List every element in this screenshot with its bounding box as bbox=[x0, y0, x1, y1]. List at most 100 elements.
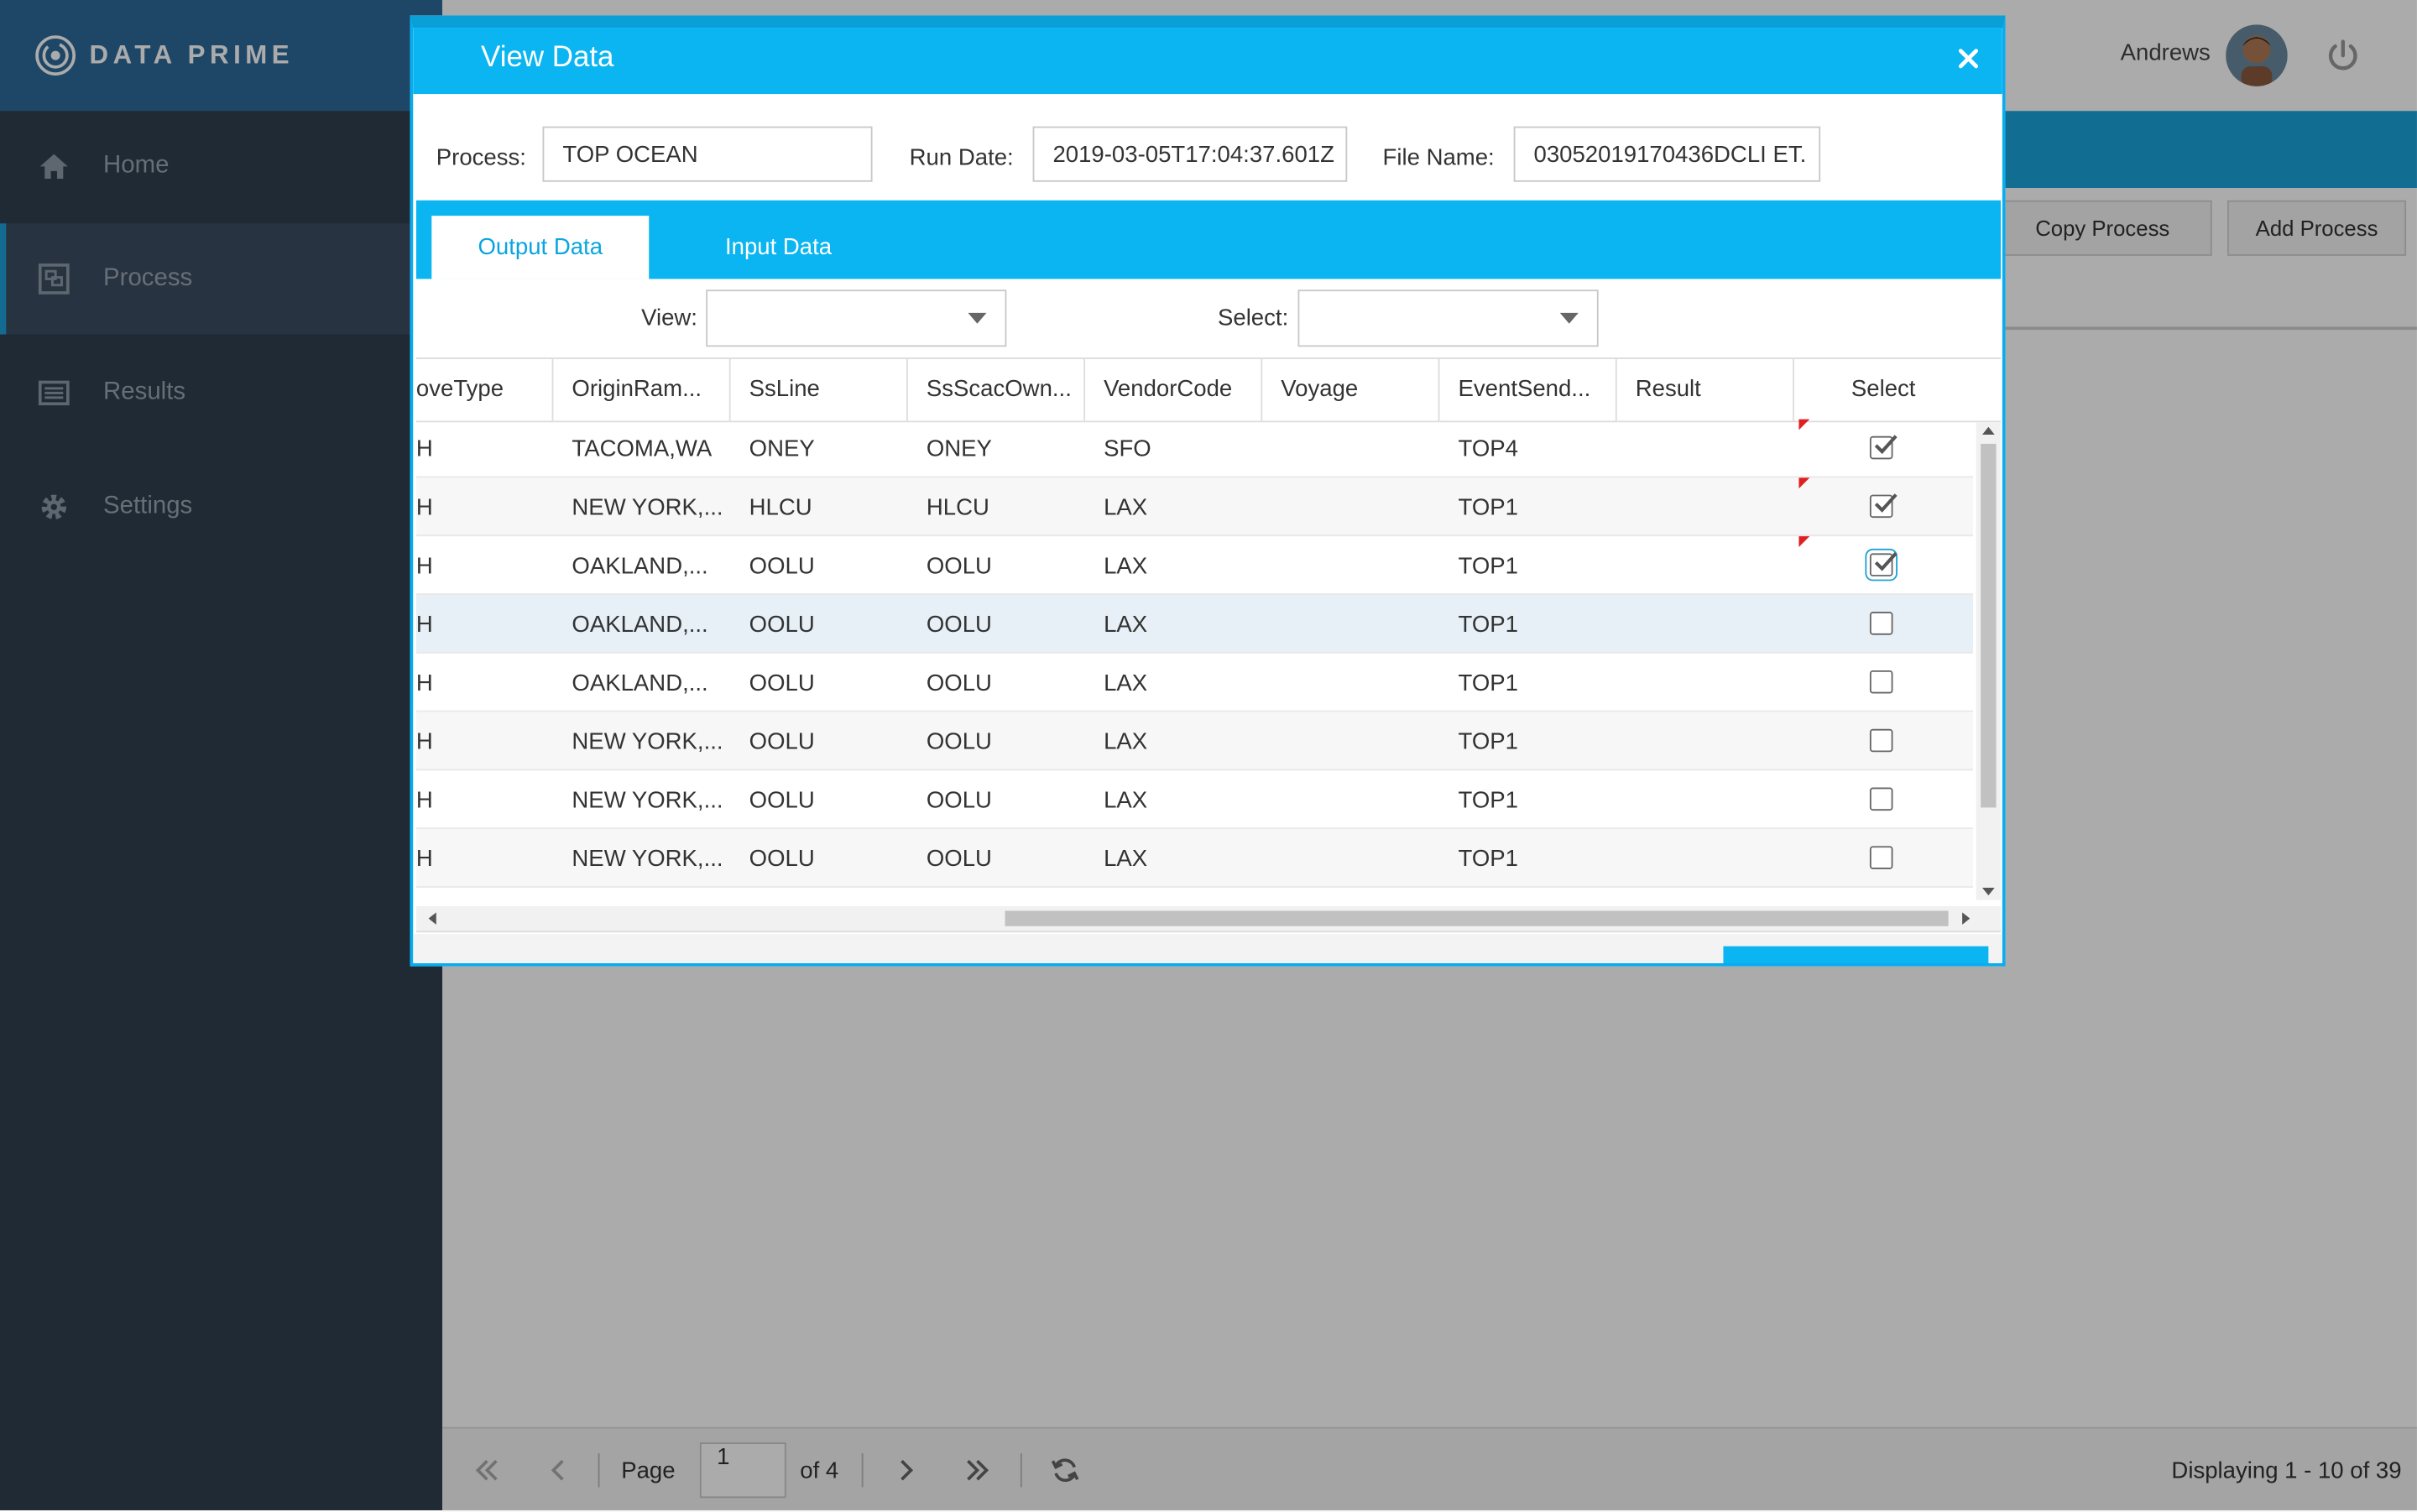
cell-eventsender: TOP1 bbox=[1458, 553, 1518, 580]
row-select-checkbox[interactable] bbox=[1869, 493, 1898, 519]
sidebar-item-settings[interactable]: Settings bbox=[0, 451, 442, 562]
cell-movetype: H bbox=[415, 846, 433, 873]
close-icon[interactable] bbox=[1956, 46, 1981, 70]
logo[interactable]: DATA PRIME bbox=[34, 34, 294, 76]
table-row[interactable]: H NEW YORK,... OOLU OOLU LAX TOP1 bbox=[415, 712, 1973, 771]
column-header-vendorcode[interactable]: VendorCode bbox=[1085, 358, 1263, 421]
first-page-icon[interactable] bbox=[470, 1453, 504, 1487]
row-select-checkbox[interactable] bbox=[1869, 612, 1893, 635]
power-icon[interactable] bbox=[2325, 37, 2362, 74]
cell-movetype: H bbox=[415, 612, 433, 639]
table-row[interactable]: H OAKLAND,... OOLU OOLU LAX TOP1 bbox=[415, 654, 1973, 712]
view-label: View: bbox=[641, 305, 697, 331]
add-process-button[interactable]: Add Process bbox=[2227, 200, 2407, 256]
modal-header: View Data bbox=[413, 28, 2002, 95]
cell-eventsender: TOP1 bbox=[1458, 670, 1518, 697]
resubmit-selected-button[interactable]: Resubmit Selected bbox=[1723, 946, 1989, 963]
horizontal-scroll-thumb[interactable] bbox=[1005, 910, 1949, 926]
cell-sscacowner: OOLU bbox=[926, 846, 992, 873]
cell-eventsender: TOP1 bbox=[1458, 787, 1518, 814]
sidebar-item-results[interactable]: Results bbox=[0, 337, 442, 448]
cell-originramp: NEW YORK,... bbox=[572, 728, 723, 755]
horizontal-scrollbar[interactable] bbox=[415, 905, 2002, 933]
copy-process-button[interactable]: Copy Process bbox=[1992, 200, 2212, 256]
table-row[interactable]: H OAKLAND,... OOLU OOLU LAX TOP1 bbox=[415, 594, 1973, 654]
row-select-checkbox[interactable] bbox=[1869, 670, 1893, 694]
cell-ssline: OOLU bbox=[749, 846, 815, 873]
scroll-right-icon[interactable] bbox=[1962, 912, 1971, 925]
vertical-scrollbar[interactable] bbox=[1976, 422, 2002, 900]
cell-vendorcode: LAX bbox=[1104, 494, 1148, 521]
file-name-field[interactable]: 03052019170436DCLI ET. bbox=[1513, 126, 1821, 182]
column-header-movetype[interactable]: oveType bbox=[416, 358, 554, 421]
pager-separator bbox=[598, 1453, 600, 1488]
row-select-checkbox[interactable] bbox=[1869, 728, 1893, 753]
column-header-eventsender[interactable]: EventSend... bbox=[1439, 358, 1617, 421]
row-select-checkbox[interactable] bbox=[1869, 787, 1893, 811]
column-header-select[interactable]: Select bbox=[1851, 376, 1916, 403]
dirty-flag-icon bbox=[1798, 477, 1810, 489]
next-page-icon[interactable] bbox=[890, 1453, 923, 1487]
sidebar-item-process[interactable]: Process bbox=[0, 223, 443, 335]
table-row[interactable]: H NEW YORK,... OOLU OOLU LAX TOP1 bbox=[415, 829, 1973, 888]
prev-page-icon[interactable] bbox=[541, 1453, 575, 1487]
column-header-result[interactable]: Result bbox=[1617, 358, 1794, 421]
cell-sscacowner: OOLU bbox=[926, 553, 992, 580]
cell-ssline: ONEY bbox=[749, 435, 815, 463]
row-select-checkbox[interactable] bbox=[1869, 846, 1893, 869]
avatar[interactable] bbox=[2226, 24, 2288, 86]
cell-eventsender: TOP1 bbox=[1458, 494, 1518, 521]
table-row[interactable]: H TACOMA,WA ONEY ONEY SFO TOP4 bbox=[415, 419, 1973, 478]
chevron-down-icon bbox=[968, 312, 987, 324]
cell-eventsender: TOP4 bbox=[1458, 435, 1518, 463]
cell-ssline: OOLU bbox=[749, 787, 815, 814]
page-number-input[interactable]: 1 bbox=[699, 1442, 786, 1499]
column-header-originramp[interactable]: OriginRam... bbox=[553, 358, 731, 421]
row-select-checkbox[interactable] bbox=[1869, 435, 1898, 460]
view-data-modal: View Data Process: TOP OCEAN Run Date: 2… bbox=[410, 15, 2006, 967]
row-select-checkbox[interactable] bbox=[1865, 548, 1898, 581]
modal-title: View Data bbox=[481, 41, 614, 75]
tab-output-data[interactable]: Output Data bbox=[431, 216, 650, 279]
last-page-icon[interactable] bbox=[960, 1453, 994, 1487]
cell-movetype: H bbox=[415, 728, 433, 755]
cell-sscacowner: HLCU bbox=[926, 494, 989, 521]
sidebar-item-home[interactable]: Home bbox=[0, 111, 442, 222]
home-icon bbox=[39, 154, 68, 180]
scroll-left-icon[interactable] bbox=[428, 912, 436, 925]
scroll-up-icon[interactable] bbox=[1981, 426, 1995, 435]
table-row[interactable]: H NEW YORK,... HLCU HLCU LAX TOP1 bbox=[415, 477, 1973, 537]
cell-vendorcode: SFO bbox=[1104, 435, 1151, 463]
view-select[interactable] bbox=[706, 289, 1007, 347]
cell-eventsender: TOP1 bbox=[1458, 846, 1518, 873]
checkmark-icon bbox=[1874, 493, 1898, 513]
cell-sscacowner: OOLU bbox=[926, 728, 992, 755]
user-avatar-icon bbox=[2226, 24, 2288, 86]
grid-header: oveType OriginRam... SsLine SsScacOwn...… bbox=[415, 357, 2002, 423]
cell-ssline: OOLU bbox=[749, 728, 815, 755]
results-icon bbox=[38, 380, 70, 406]
column-header-voyage[interactable]: Voyage bbox=[1262, 358, 1440, 421]
table-row[interactable]: H NEW YORK,... OOLU OOLU LAX TOP1 bbox=[415, 770, 1973, 830]
run-date-field[interactable]: 2019-03-05T17:04:37.601Z bbox=[1032, 126, 1348, 182]
process-label: Process: bbox=[436, 144, 526, 171]
column-header-ssline[interactable]: SsLine bbox=[731, 358, 908, 421]
tab-input-data[interactable]: Input Data bbox=[724, 234, 833, 261]
refresh-icon[interactable] bbox=[1048, 1453, 1082, 1487]
process-field[interactable]: TOP OCEAN bbox=[542, 126, 873, 182]
select-dropdown[interactable] bbox=[1297, 289, 1599, 347]
vertical-scroll-thumb[interactable] bbox=[1981, 443, 1997, 808]
column-header-sscacowner[interactable]: SsScacOwn... bbox=[908, 358, 1086, 421]
cell-originramp: NEW YORK,... bbox=[572, 494, 723, 521]
cell-vendorcode: LAX bbox=[1104, 670, 1148, 697]
table-row[interactable]: H OAKLAND,... OOLU OOLU LAX TOP1 bbox=[415, 536, 1973, 595]
cell-ssline: HLCU bbox=[749, 494, 812, 521]
cell-sscacowner: OOLU bbox=[926, 670, 992, 697]
cell-eventsender: TOP1 bbox=[1458, 612, 1518, 639]
select-label: Select: bbox=[1217, 305, 1289, 331]
cell-originramp: NEW YORK,... bbox=[572, 787, 723, 814]
dirty-flag-icon bbox=[1798, 536, 1810, 548]
scroll-down-icon[interactable] bbox=[1981, 887, 1995, 896]
sidebar-item-label: Settings bbox=[103, 493, 193, 519]
